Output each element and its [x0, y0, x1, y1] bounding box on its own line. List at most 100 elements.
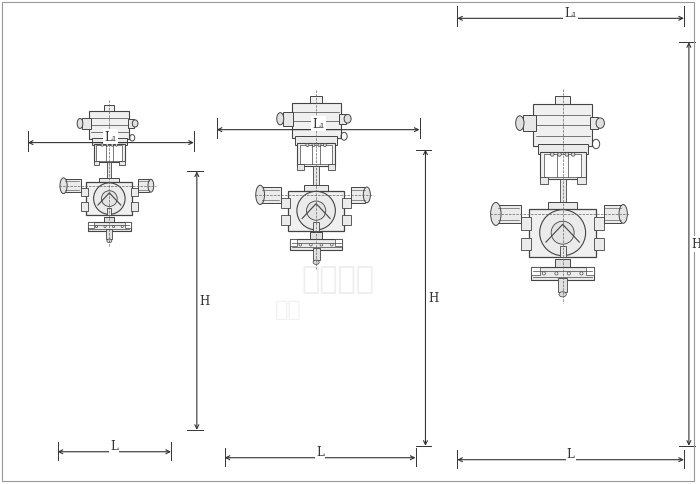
Bar [281, 215, 290, 226]
Bar [342, 215, 351, 226]
Ellipse shape [565, 153, 568, 157]
Ellipse shape [580, 272, 583, 275]
Bar [594, 218, 604, 230]
Ellipse shape [106, 144, 108, 147]
Bar [281, 198, 290, 209]
Ellipse shape [297, 192, 335, 230]
Bar [559, 278, 567, 293]
Bar [578, 178, 586, 184]
Text: 技术: 技术 [275, 299, 302, 319]
Bar [531, 268, 540, 276]
Bar [559, 247, 566, 257]
Text: L: L [111, 439, 118, 453]
Bar [310, 97, 322, 106]
Ellipse shape [306, 144, 309, 147]
Ellipse shape [363, 188, 370, 203]
Ellipse shape [111, 144, 113, 147]
Ellipse shape [559, 292, 566, 297]
Ellipse shape [558, 153, 561, 157]
Bar [538, 145, 588, 155]
Bar [339, 114, 346, 125]
Bar [351, 188, 365, 203]
Bar [540, 153, 586, 180]
Ellipse shape [551, 222, 574, 245]
Bar [97, 146, 122, 161]
Ellipse shape [113, 226, 115, 228]
Ellipse shape [116, 144, 118, 147]
Bar [521, 218, 531, 230]
Ellipse shape [132, 121, 138, 128]
Bar [80, 188, 88, 197]
Bar [586, 268, 594, 276]
Bar [594, 239, 604, 251]
Ellipse shape [312, 144, 315, 147]
Bar [297, 144, 335, 166]
Bar [313, 249, 320, 261]
Text: L: L [567, 447, 575, 460]
Bar [342, 198, 351, 209]
Text: H: H [428, 291, 438, 304]
Ellipse shape [104, 226, 106, 228]
Bar [531, 268, 594, 280]
Bar [106, 230, 112, 240]
Text: L₁: L₁ [564, 7, 577, 20]
Bar [310, 233, 322, 240]
Bar [335, 240, 342, 247]
Ellipse shape [60, 179, 67, 194]
Bar [523, 116, 536, 132]
Ellipse shape [323, 144, 326, 147]
Ellipse shape [542, 272, 545, 275]
Ellipse shape [619, 205, 627, 224]
Bar [288, 191, 344, 231]
Bar [283, 113, 293, 126]
Ellipse shape [596, 119, 604, 129]
Bar [290, 240, 297, 247]
Bar [555, 259, 570, 268]
Bar [138, 180, 149, 193]
Bar [82, 119, 91, 130]
Bar [90, 111, 130, 140]
Ellipse shape [148, 180, 154, 193]
Ellipse shape [491, 203, 501, 226]
Text: L: L [316, 445, 324, 458]
Ellipse shape [307, 201, 326, 221]
Bar [304, 186, 328, 193]
Bar [88, 223, 94, 228]
Bar [498, 205, 521, 224]
Bar [328, 165, 335, 170]
Bar [262, 188, 281, 203]
Bar [555, 97, 570, 107]
Text: H: H [199, 295, 210, 307]
Bar [559, 180, 566, 205]
Ellipse shape [107, 240, 112, 243]
Ellipse shape [309, 244, 312, 246]
Bar [92, 138, 127, 146]
Bar [290, 240, 342, 251]
Bar [314, 166, 318, 188]
Ellipse shape [571, 153, 575, 157]
Bar [104, 106, 114, 113]
Ellipse shape [276, 113, 284, 126]
Bar [120, 161, 125, 166]
Bar [533, 105, 592, 147]
Bar [604, 205, 621, 224]
Bar [540, 178, 548, 184]
Bar [107, 163, 111, 180]
Ellipse shape [318, 144, 321, 147]
Bar [131, 203, 138, 212]
Bar [125, 223, 131, 228]
Ellipse shape [299, 244, 302, 246]
Bar [544, 155, 582, 178]
Ellipse shape [344, 115, 351, 124]
Ellipse shape [94, 183, 125, 215]
Bar [295, 137, 337, 146]
Ellipse shape [95, 226, 97, 228]
Bar [94, 144, 125, 163]
Ellipse shape [567, 272, 570, 275]
Ellipse shape [555, 272, 558, 275]
Ellipse shape [77, 119, 83, 129]
Bar [107, 209, 111, 216]
Bar [94, 161, 99, 166]
Ellipse shape [320, 244, 323, 246]
Text: L₁: L₁ [312, 118, 324, 131]
